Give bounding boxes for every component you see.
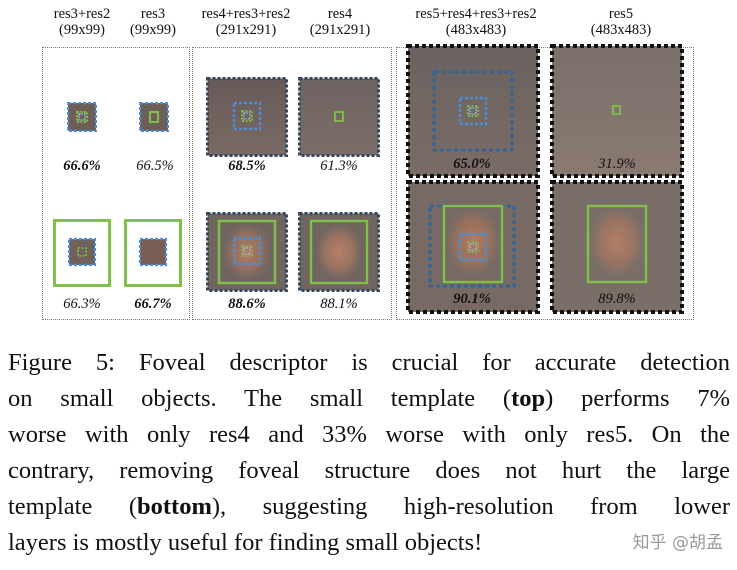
tile-res4-res3-res2-top <box>206 77 288 157</box>
tile-res3-top <box>139 102 169 132</box>
header-name: res4+res3+res2 <box>201 6 291 22</box>
score-res5-res4-res3-res2-bottom: 90.1% <box>453 291 491 307</box>
header-res3-res2: res3+res2 (99x99) <box>42 6 122 38</box>
tile-res5-res4-res3-res2-top <box>406 44 540 178</box>
caption-line: on small objects. The small template (to… <box>8 381 730 417</box>
score-res3-res2-top: 66.6% <box>63 158 101 174</box>
tile-res5-top <box>550 44 684 178</box>
tile-res3-res2-top <box>67 102 97 132</box>
score-res3-bottom: 66.7% <box>134 296 172 312</box>
tile-res3-bottom <box>124 219 182 287</box>
caption-text: on small objects. The small template ( <box>8 385 512 412</box>
caption-line: contrary, removing foveal structure does… <box>8 457 730 484</box>
header-res5-res4-res3-res2: res5+res4+res3+res2 (483x483) <box>396 6 556 38</box>
panel-medium-templates <box>192 47 392 320</box>
caption-bold-top: top <box>511 385 546 412</box>
score-res5-bottom: 89.8% <box>598 291 636 307</box>
score-res3-res2-bottom: 66.3% <box>63 296 101 312</box>
header-size: (291x291) <box>215 22 277 38</box>
caption-text: ), suggesting high-resolution from lower <box>211 493 730 520</box>
header-name: res5+res4+res3+res2 <box>415 6 537 22</box>
header-res3: res3 (99x99) <box>118 6 188 38</box>
score-res5-top: 31.9% <box>598 156 636 172</box>
header-name: res5 <box>608 6 634 22</box>
score-res4-bottom: 88.1% <box>320 296 358 312</box>
header-size: (483x483) <box>445 22 507 38</box>
score-res3-top: 66.5% <box>136 158 174 174</box>
header-size: (291x291) <box>309 22 371 38</box>
header-res4-res3-res2: res4+res3+res2 (291x291) <box>190 6 302 38</box>
header-res5: res5 (483x483) <box>566 6 676 38</box>
tile-res4-res3-res2-bottom <box>206 212 288 292</box>
figure-caption: Figure 5: Foveal descriptor is crucial f… <box>8 345 730 561</box>
tile-res4-bottom <box>298 212 380 292</box>
watermark: 知乎 @胡孟 <box>632 533 723 553</box>
score-res4-top: 61.3% <box>320 158 358 174</box>
score-res5-res4-res3-res2-top: 65.0% <box>453 156 491 172</box>
score-res4-res3-res2-top: 68.5% <box>228 158 266 174</box>
tile-res5-res4-res3-res2-bottom <box>406 180 540 314</box>
header-name: res3 <box>140 6 166 22</box>
score-res4-res3-res2-bottom: 88.6% <box>228 296 266 312</box>
header-size: (99x99) <box>130 22 176 38</box>
caption-bold-bottom: bottom <box>137 493 212 520</box>
caption-text: ) performs 7% <box>545 385 731 412</box>
header-res4: res4 (291x291) <box>294 6 386 38</box>
caption-line: template (bottom), suggesting high-resol… <box>8 489 730 525</box>
header-name: res4 <box>327 6 353 22</box>
caption-line: layers is mostly useful for finding smal… <box>8 529 483 556</box>
header-name: res3+res2 <box>53 6 111 22</box>
caption-line: Figure 5: Foveal descriptor is crucial f… <box>8 349 730 376</box>
header-size: (99x99) <box>59 22 105 38</box>
tile-res4-top <box>298 77 380 157</box>
header-size: (483x483) <box>590 22 652 38</box>
panel-large-templates <box>396 47 694 320</box>
tile-res5-bottom <box>550 180 684 314</box>
caption-line: worse with only res4 and 33% worse with … <box>8 421 730 448</box>
panel-small-templates <box>42 47 190 320</box>
tile-res3-res2-bottom <box>53 219 111 287</box>
caption-text: template ( <box>8 493 137 520</box>
